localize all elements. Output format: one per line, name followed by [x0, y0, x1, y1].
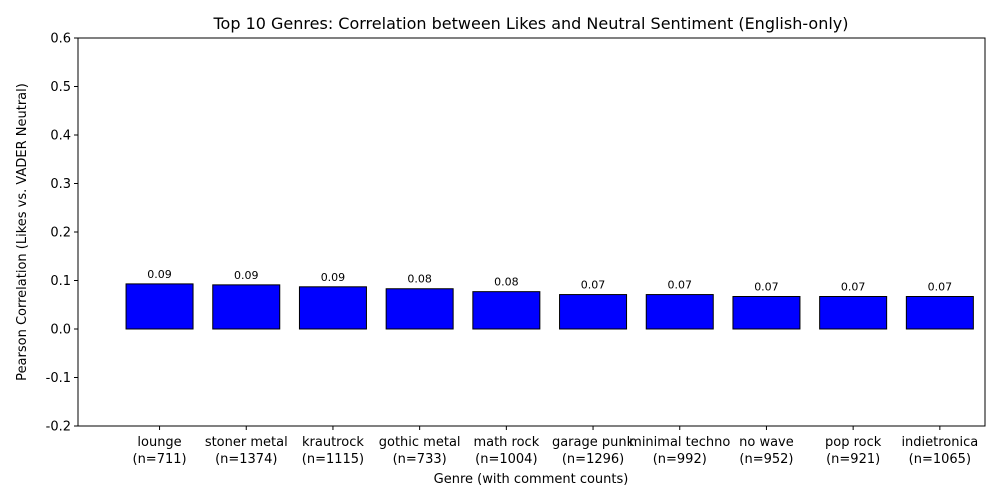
axes-frame [77, 37, 986, 427]
x-tick-count: (n=1374) [215, 452, 277, 467]
bar [212, 284, 281, 330]
x-tick-label: minimal techno [629, 435, 730, 450]
y-tick-label: -0.2 [46, 420, 71, 435]
x-tick-count: (n=1004) [475, 452, 537, 467]
bar [645, 294, 714, 330]
bar-value-label: 0.09 [147, 268, 172, 281]
y-tick-label: 0.1 [50, 274, 71, 289]
x-tick-label: stoner metal [205, 435, 288, 450]
x-tick-count: (n=952) [739, 452, 793, 467]
x-tick-label: no wave [739, 435, 794, 450]
x-tick-label: krautrock [302, 435, 364, 450]
bar [559, 294, 628, 330]
bar-value-label: 0.08 [407, 273, 432, 286]
x-tick-count: (n=1296) [562, 452, 624, 467]
bar-value-label: 0.07 [928, 281, 953, 294]
bar [125, 283, 194, 330]
bar [732, 296, 801, 330]
y-tick-label: 0.0 [50, 323, 71, 338]
x-tick-label: gothic metal [379, 435, 461, 450]
x-axis-label: Genre (with comment counts) [434, 472, 629, 487]
bar [905, 296, 974, 330]
y-tick-label: 0.6 [50, 32, 71, 47]
x-tick-label: indietronica [901, 435, 978, 450]
x-tick-count: (n=1115) [302, 452, 364, 467]
y-tick-label: 0.3 [50, 177, 71, 192]
y-axis-label: Pearson Correlation (Likes vs. VADER Neu… [15, 83, 30, 381]
bar-value-label: 0.09 [321, 271, 346, 284]
x-tick-label: math rock [473, 435, 539, 450]
bar [472, 291, 541, 330]
bar-value-label: 0.07 [668, 279, 693, 292]
bar-value-label: 0.07 [841, 281, 866, 294]
y-tick-label: 0.4 [50, 129, 71, 144]
y-tick-label: 0.2 [50, 226, 71, 241]
chart-title: Top 10 Genres: Correlation between Likes… [213, 14, 849, 33]
x-tick-label: lounge [137, 435, 181, 450]
x-tick-label: garage punk [552, 435, 635, 450]
x-tick-count: (n=733) [393, 452, 447, 467]
bar [385, 288, 454, 330]
bar-value-label: 0.07 [581, 279, 606, 292]
bar-value-label: 0.09 [234, 269, 259, 282]
x-tick-count: (n=711) [133, 452, 187, 467]
bar-value-label: 0.08 [494, 276, 519, 289]
plot-area: -0.2 -0.1 0.0 0.1 0.2 0.3 0.4 0.5 0.6 0.09 lounge (… [46, 32, 986, 467]
bar-value-label: 0.07 [754, 281, 779, 294]
bar [298, 286, 367, 330]
y-tick-label: 0.5 [50, 80, 71, 95]
y-tick-label: -0.1 [46, 371, 71, 386]
x-tick-count: (n=1065) [909, 452, 971, 467]
x-tick-count: (n=992) [653, 452, 707, 467]
bar [819, 296, 888, 330]
x-tick-count: (n=921) [826, 452, 880, 467]
x-tick-label: pop rock [825, 435, 882, 450]
